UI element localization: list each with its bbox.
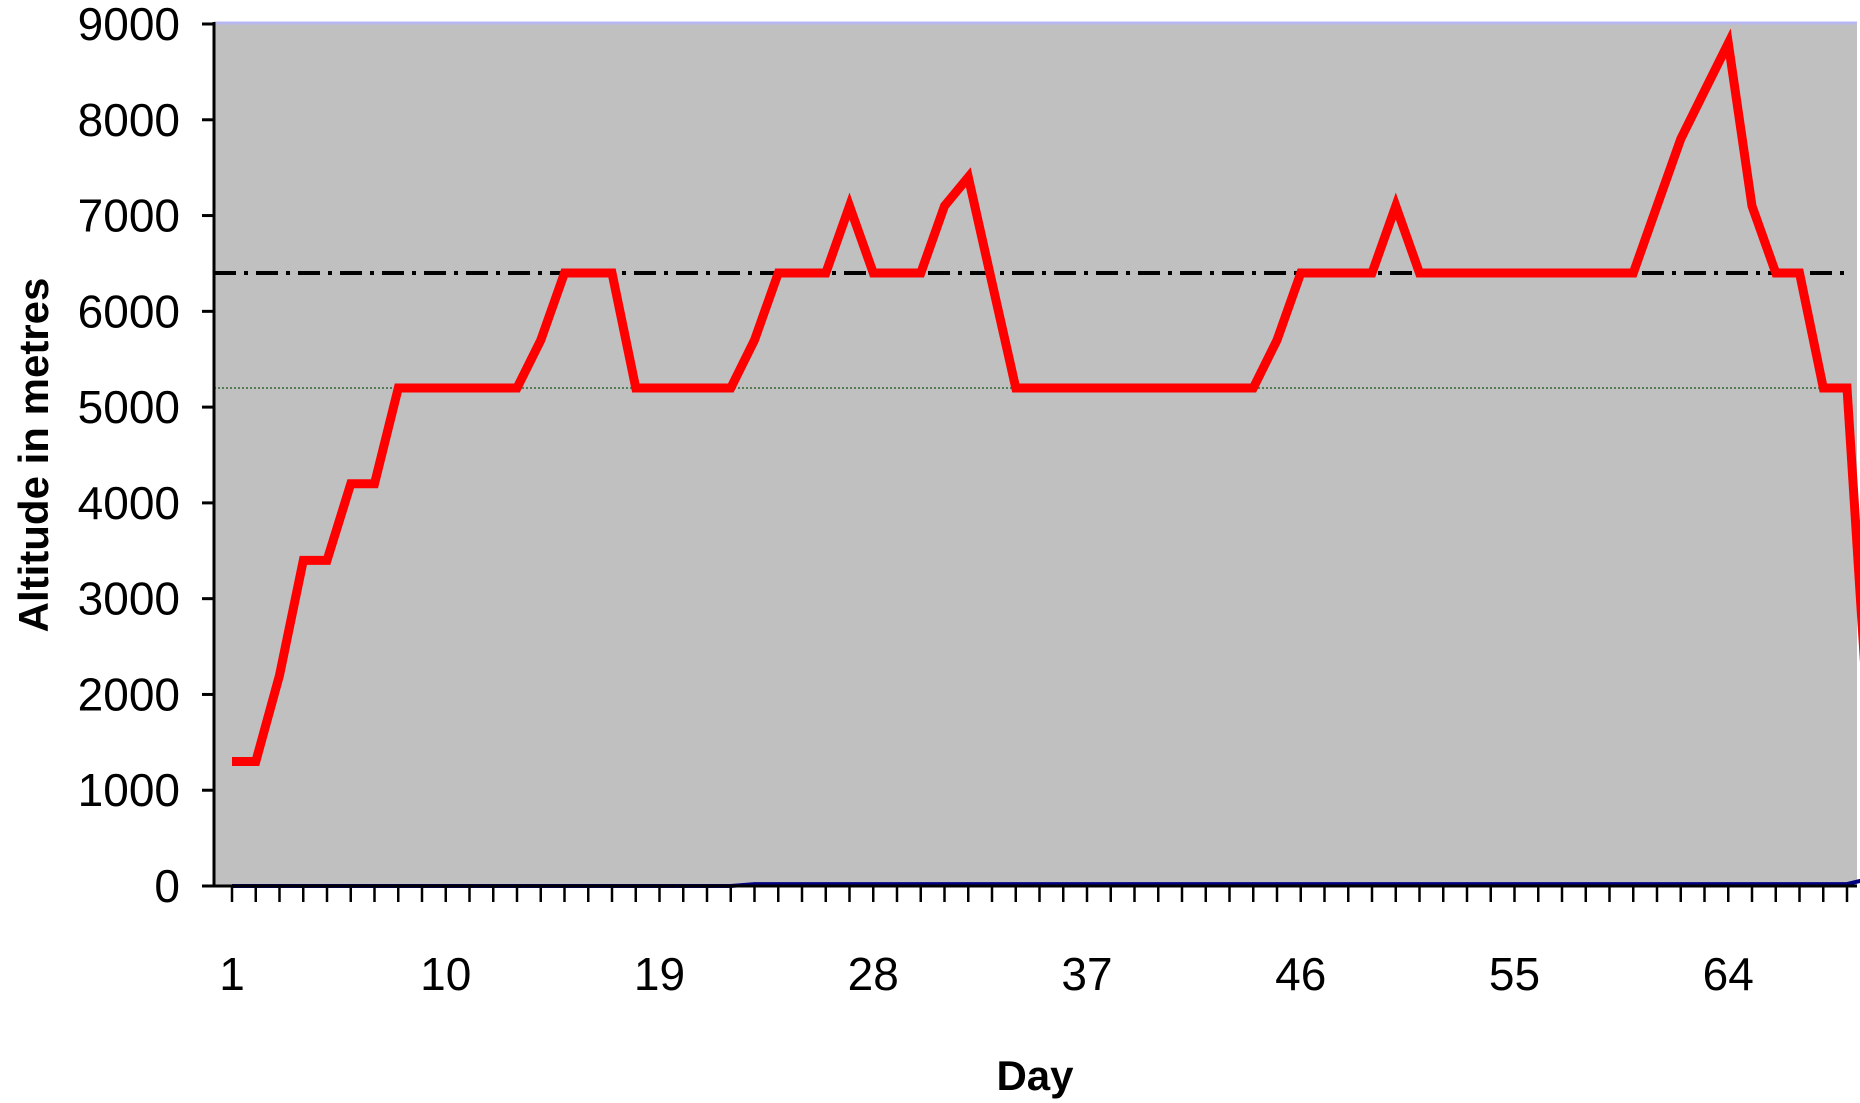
y-tick-label: 6000: [78, 285, 180, 337]
x-tick-label: 46: [1275, 948, 1326, 1000]
y-tick-label: 9000: [78, 0, 180, 50]
x-tick-label: 28: [848, 948, 899, 1000]
x-tick-label: 64: [1703, 948, 1754, 1000]
x-tick-label: 10: [420, 948, 471, 1000]
x-tick-label: 37: [1061, 948, 1112, 1000]
x-tick-label: 55: [1489, 948, 1540, 1000]
plot-area: [214, 24, 1857, 886]
y-tick-label: 5000: [78, 381, 180, 433]
x-tick-label: 19: [634, 948, 685, 1000]
y-tick-label: 8000: [78, 94, 180, 146]
y-tick-label: 4000: [78, 477, 180, 529]
y-tick-label: 1000: [78, 764, 180, 816]
y-tick-label: 0: [154, 860, 180, 912]
x-axis-title: Day: [996, 1052, 1074, 1099]
y-tick-label: 2000: [78, 668, 180, 720]
y-tick-label: 3000: [78, 573, 180, 625]
y-tick-label: 7000: [78, 190, 180, 242]
x-tick-label: 1: [219, 948, 245, 1000]
y-axis-title: Altitude in metres: [10, 278, 57, 633]
series-line-1: [232, 28, 1860, 766]
